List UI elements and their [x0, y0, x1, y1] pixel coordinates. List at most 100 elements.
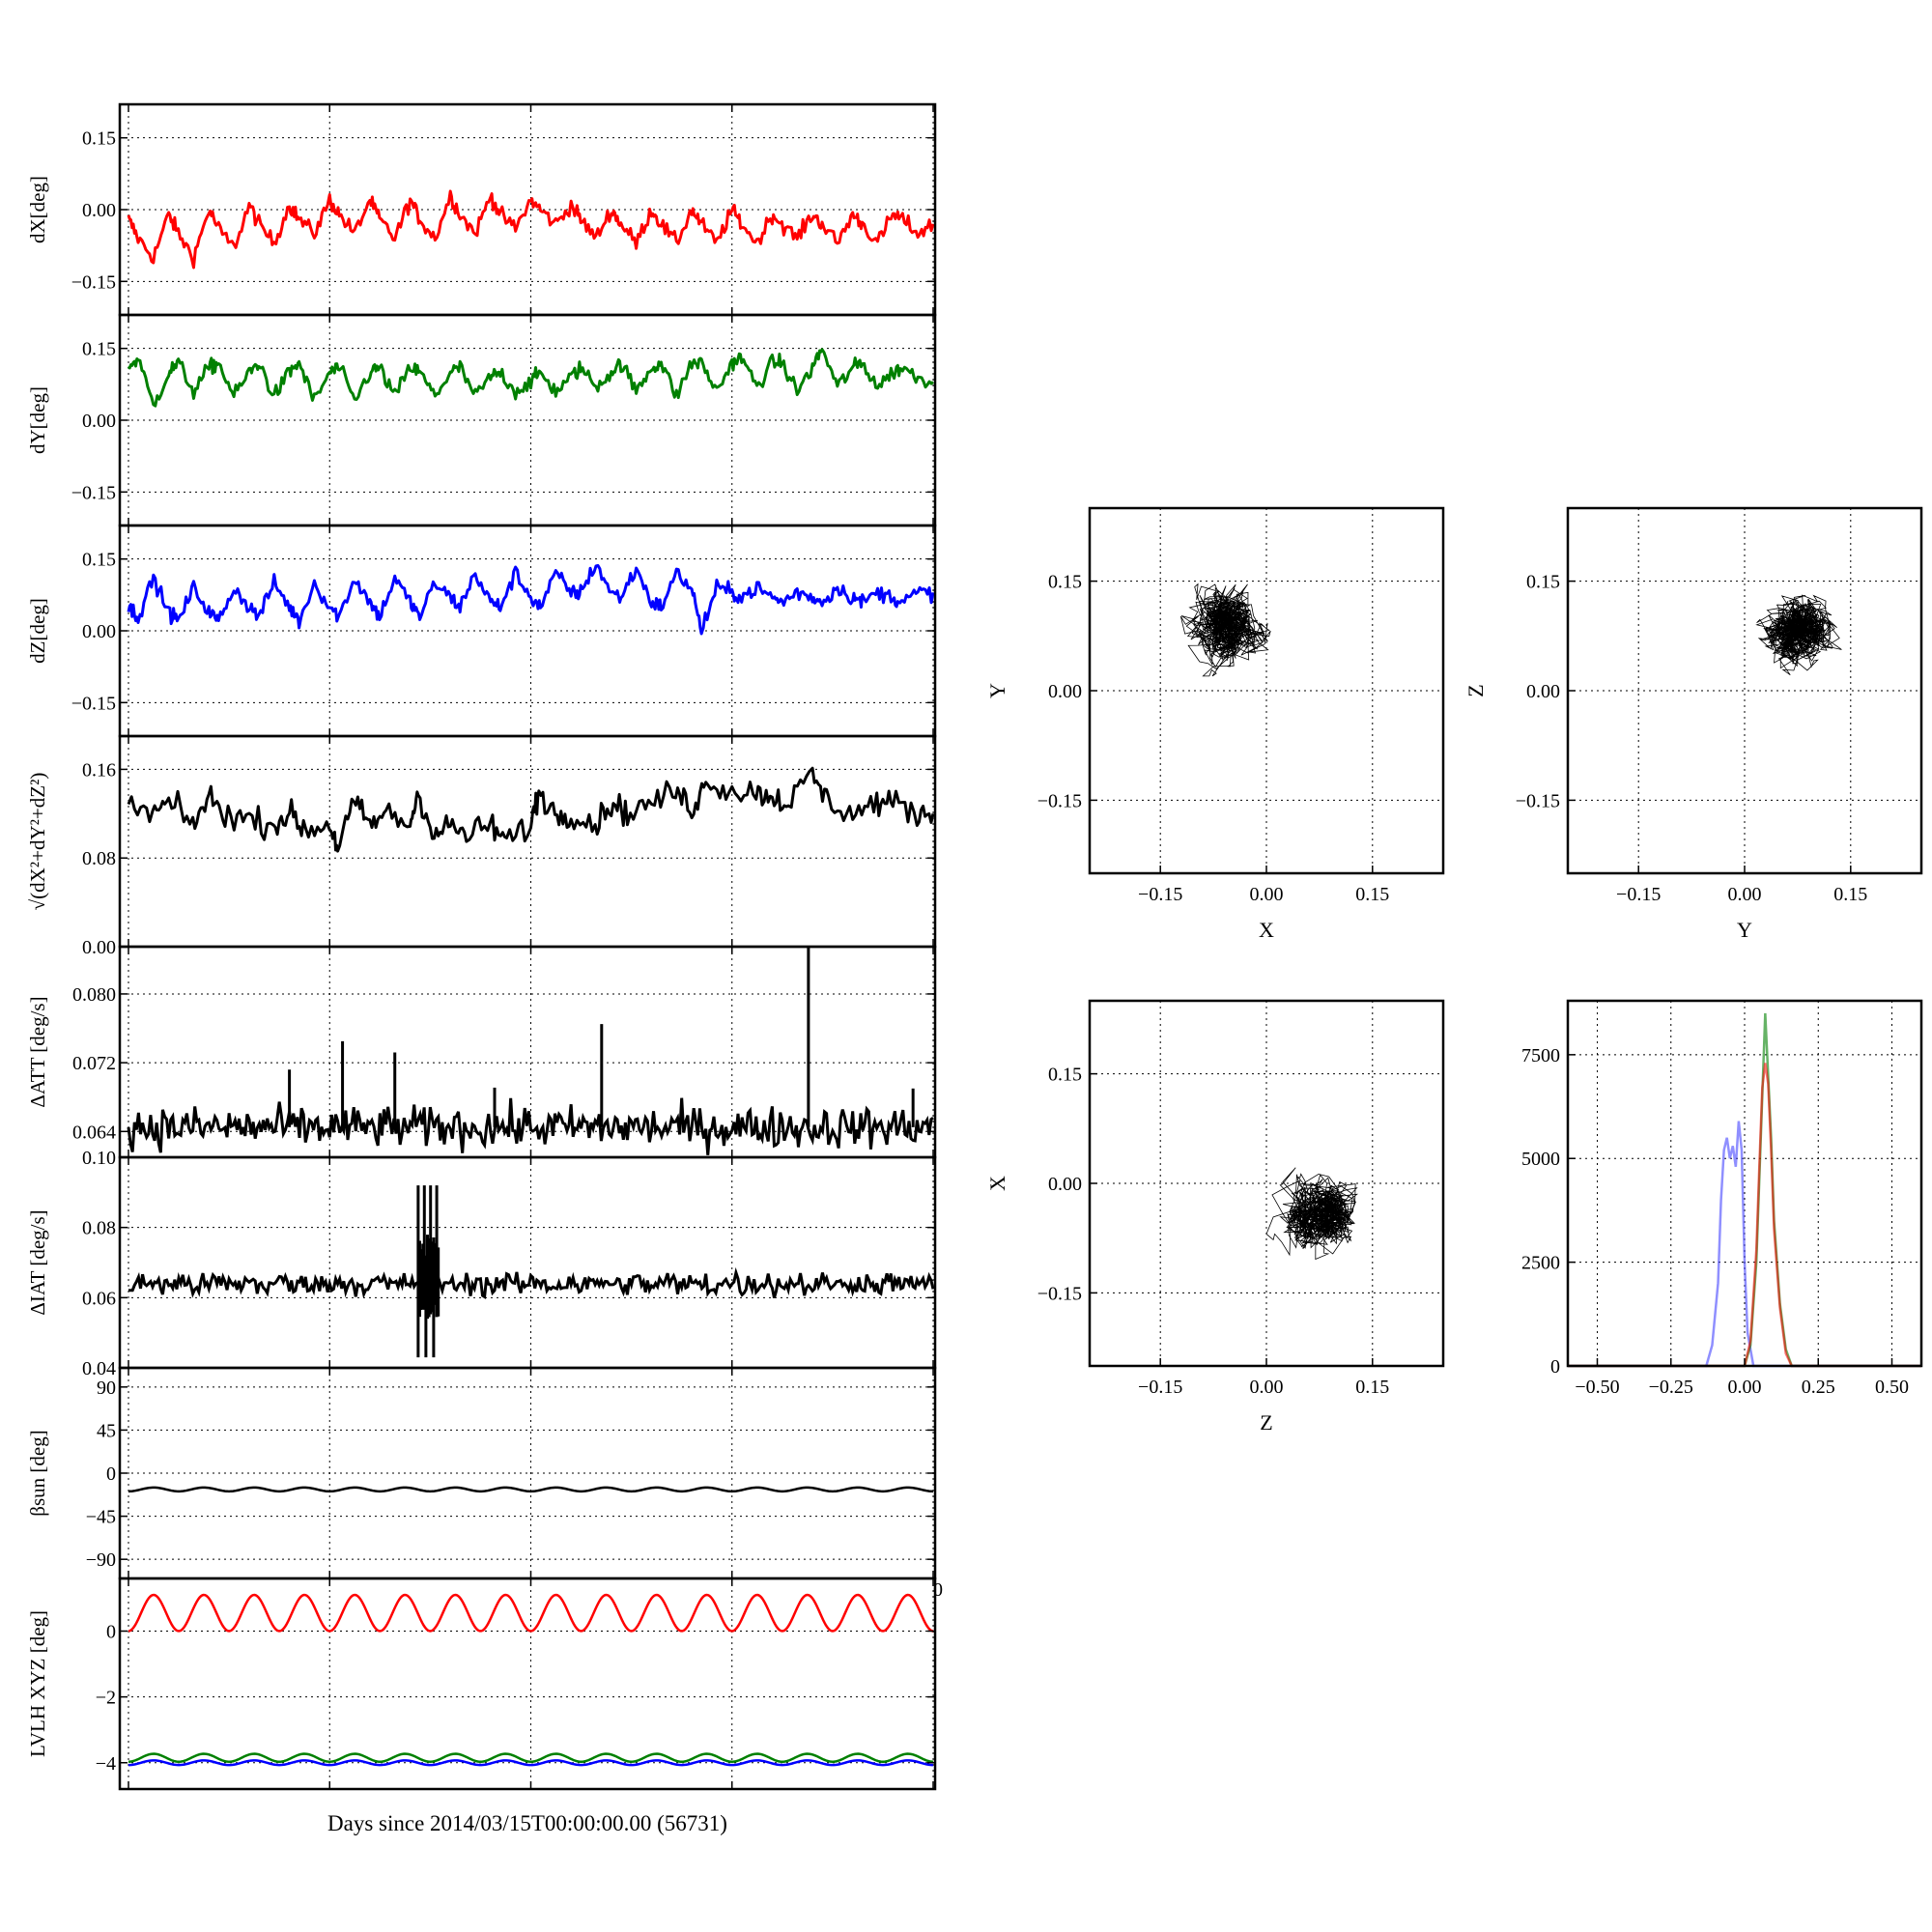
panel-datt: 0.080 0.072 0.064 ΔATT [deg/s] — [26, 945, 937, 1159]
dy-series-line — [127, 348, 934, 408]
zx_scatter-trajectory — [1265, 1167, 1359, 1261]
dx-series-line — [127, 189, 935, 270]
panel-dnorm: 0.16 0.08 0.00 √(dX²+dY²+dZ²) — [26, 734, 937, 958]
x-tick-label: 0.00 — [1250, 884, 1284, 905]
y-tick-label: −2 — [96, 1688, 116, 1709]
y-tick-label: −0.15 — [1037, 1283, 1082, 1304]
y-tick-label: 0.064 — [72, 1122, 116, 1143]
y-tick-label: −45 — [86, 1507, 116, 1528]
y-tick-label: 0.08 — [82, 848, 116, 869]
x-tick-label: 0.00 — [1728, 1377, 1762, 1398]
y-tick-label: 0.00 — [1048, 681, 1082, 702]
y-axis-label: √(dX²+dY²+dZ²) — [26, 773, 49, 911]
y-tick-label: 7500 — [1521, 1045, 1560, 1066]
y-tick-label: 0 — [106, 1463, 116, 1485]
x-tick-label: −0.50 — [1575, 1377, 1619, 1398]
y-axis-label: X — [985, 1176, 1009, 1191]
y-tick-label: 0.04 — [82, 1358, 116, 1379]
y-tick-label: 0.00 — [82, 411, 116, 432]
y-tick-label: −90 — [86, 1549, 116, 1571]
panel-lvlh: 0 −2 −4 LVLH XYZ [deg] — [26, 1577, 937, 1791]
x-tick-label: −0.25 — [1649, 1377, 1693, 1398]
y-tick-label: 45 — [97, 1420, 116, 1441]
y-tick-label: 0.072 — [72, 1053, 116, 1074]
panel-frame — [118, 1155, 937, 1370]
y-axis-label: LVLH XYZ [deg] — [26, 1610, 49, 1757]
stray-tick-label: 0 — [933, 1579, 943, 1601]
y-tick-label: 0.15 — [1526, 572, 1560, 593]
panel-xy_scatter: −0.15 −0.15 0.00 0.00 0.15 0.15 X Y — [985, 506, 1445, 942]
y-axis-label: ΔIAT [deg/s] — [26, 1209, 49, 1315]
panel-frame — [1566, 999, 1923, 1368]
x-tick-label: 0.00 — [1250, 1377, 1284, 1398]
y-tick-label: 0.15 — [82, 550, 116, 571]
beta-series-line — [128, 1486, 934, 1493]
y-tick-label: 90 — [97, 1378, 116, 1399]
x-axis-label: Z — [1260, 1410, 1272, 1435]
y-axis-label: dY[deg] — [26, 386, 49, 454]
y-tick-label: 0 — [1550, 1356, 1560, 1378]
y-axis-label: ΔATT [deg/s] — [26, 996, 49, 1107]
y-tick-label: 2500 — [1521, 1253, 1560, 1274]
xy_scatter-trajectory — [1179, 582, 1271, 677]
x-axis-label: Y — [1737, 918, 1752, 942]
x-tick-label: 0.15 — [1355, 884, 1389, 905]
x-tick-label: −0.15 — [1138, 1377, 1182, 1398]
panel-dy: 0.15 0.00 −0.15 dY[deg] — [26, 313, 937, 527]
y-tick-label: −0.15 — [1516, 790, 1560, 811]
y-tick-label: 0.15 — [82, 339, 116, 360]
panel-diat: 0.10 0.08 0.06 0.04 ΔIAT [deg/s] — [26, 1148, 937, 1379]
y-tick-label: 0.10 — [82, 1148, 116, 1169]
y-tick-label: 0.15 — [1048, 1065, 1082, 1086]
x-tick-label: 0.00 — [1728, 884, 1762, 905]
panel-dz: 0.15 0.00 −0.15 dZ[deg] — [26, 524, 937, 738]
x-tick-label: 0.50 — [1875, 1377, 1909, 1398]
y-axis-label: dX[deg] — [26, 176, 49, 243]
histogram-series-X — [1568, 1121, 1921, 1368]
x-axis-label: X — [1259, 918, 1274, 942]
y-tick-label: 0.080 — [72, 984, 116, 1006]
x-tick-label: −0.15 — [1138, 884, 1182, 905]
y-tick-label: 0.15 — [82, 128, 116, 150]
lvlh-series-line — [128, 1752, 934, 1763]
y-tick-label: 0.06 — [82, 1288, 116, 1309]
y-axis-label: Z — [1463, 684, 1488, 696]
y-tick-label: 0.00 — [82, 937, 116, 958]
x-axis-title-bottom: Days since 2014/03/15T00:00:00.00 (56731… — [327, 1811, 727, 1835]
x-tick-label: 0.15 — [1833, 884, 1867, 905]
x-tick-label: −0.15 — [1616, 884, 1661, 905]
dz-series-line — [127, 563, 935, 636]
histogram-series-Z — [1568, 1063, 1921, 1368]
y-tick-label: 0.00 — [1526, 681, 1560, 702]
yz_scatter-trajectory — [1755, 594, 1842, 676]
dnorm-series-line — [127, 766, 935, 853]
y-axis-label: Y — [985, 683, 1009, 698]
y-tick-label: −0.15 — [71, 693, 116, 714]
panel-frame — [118, 1577, 937, 1791]
y-tick-label: 0.00 — [82, 621, 116, 642]
x-tick-label: 0.25 — [1802, 1377, 1835, 1398]
panel-beta: 90 45 0 −45 −90 βsun [deg] — [26, 1366, 937, 1580]
panel-histogram: −0.50 −0.25 0.00 0.25 0.50 0 2500 5000 7500 — [1521, 999, 1923, 1398]
panel-zx_scatter: −0.15 −0.15 0.00 0.00 0.15 0.15 Z X — [985, 999, 1445, 1435]
x-tick-label: 0.15 — [1355, 1377, 1389, 1398]
panel-yz_scatter: −0.15 −0.15 0.00 0.00 0.15 0.15 Y Z — [1463, 506, 1923, 942]
y-tick-label: 5000 — [1521, 1149, 1560, 1170]
y-tick-label: 0.00 — [1048, 1174, 1082, 1195]
lvlh-series-line — [128, 1593, 934, 1633]
y-tick-label: −4 — [96, 1753, 116, 1775]
y-axis-label: βsun [deg] — [26, 1430, 49, 1516]
y-tick-label: 0.00 — [82, 200, 116, 221]
y-tick-label: −0.15 — [1037, 790, 1082, 811]
y-tick-label: −0.15 — [71, 271, 116, 293]
y-tick-label: 0 — [106, 1622, 116, 1643]
y-tick-label: 0.15 — [1048, 572, 1082, 593]
y-axis-label: dZ[deg] — [26, 598, 49, 664]
y-tick-label: 0.16 — [82, 759, 116, 781]
datt-series-line — [127, 1097, 934, 1155]
y-tick-label: 0.08 — [82, 1218, 116, 1239]
panel-dx: 0.15 0.00 −0.15 dX[deg] — [26, 102, 937, 317]
lvlh-series-line — [128, 1759, 934, 1767]
y-tick-label: −0.15 — [71, 482, 116, 503]
